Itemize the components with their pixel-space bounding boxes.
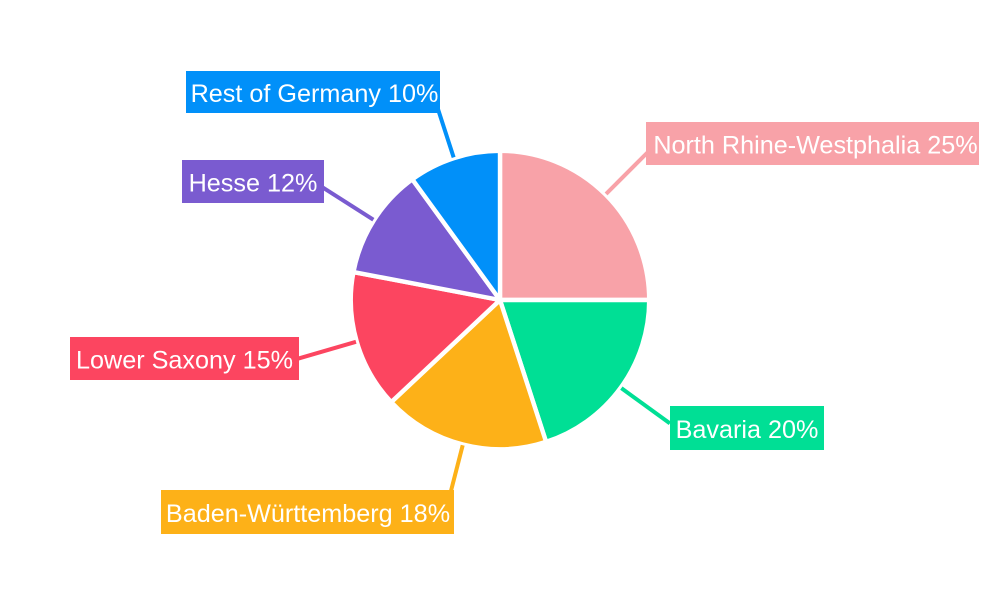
svg-text:Bavaria 20%: Bavaria 20% [676,416,819,444]
svg-text:Hesse 12%: Hesse 12% [189,170,318,198]
svg-text:North Rhine-Westphalia 25%: North Rhine-Westphalia 25% [653,132,977,160]
svg-text:Baden-Württemberg 18%: Baden-Württemberg 18% [166,500,450,528]
svg-text:Lower Saxony 15%: Lower Saxony 15% [76,347,293,375]
svg-text:Rest of Germany 10%: Rest of Germany 10% [191,80,439,108]
